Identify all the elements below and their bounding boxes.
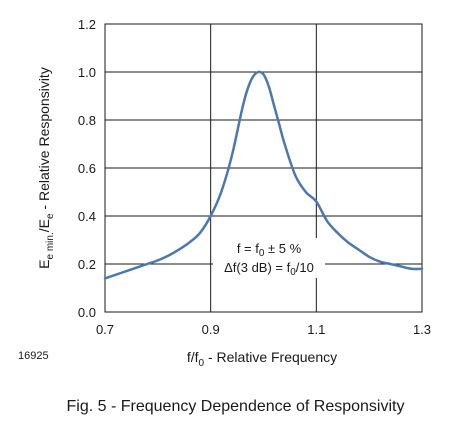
figure-number: 16925	[18, 350, 49, 362]
y-tick-label: 1.2	[78, 17, 96, 32]
x-tick-label: 0.9	[202, 322, 220, 337]
figure-caption: Fig. 5 - Frequency Dependence of Respons…	[66, 398, 405, 415]
y-tick-label: 0.8	[78, 113, 96, 128]
y-tick-label: 0.4	[78, 209, 96, 224]
y-tick-label: 0.0	[78, 305, 96, 320]
y-tick-labels: 0.0 0.2 0.4 0.6 0.8 1.0 1.2	[78, 17, 96, 320]
series-line	[103, 70, 424, 280]
grid	[105, 24, 422, 312]
x-tick-label: 0.7	[96, 322, 114, 337]
annotation-line-2: Δf(3 dB) = f0/10	[224, 260, 314, 278]
y-axis-label: Ee min./Ee - Relative Responsivity	[36, 67, 56, 269]
x-axis-label: f/f0 - Relative Frequency	[187, 349, 337, 369]
y-tick-label: 1.0	[78, 65, 96, 80]
x-tick-label: 1.3	[413, 322, 431, 337]
x-tick-labels: 0.7 0.9 1.1 1.3	[96, 322, 431, 337]
x-tick-label: 1.1	[307, 322, 325, 337]
y-tick-label: 0.2	[78, 257, 96, 272]
y-tick-label: 0.6	[78, 161, 96, 176]
annotation-box	[213, 238, 325, 278]
annotation-line-1: f = f0 ± 5 %	[237, 241, 302, 259]
